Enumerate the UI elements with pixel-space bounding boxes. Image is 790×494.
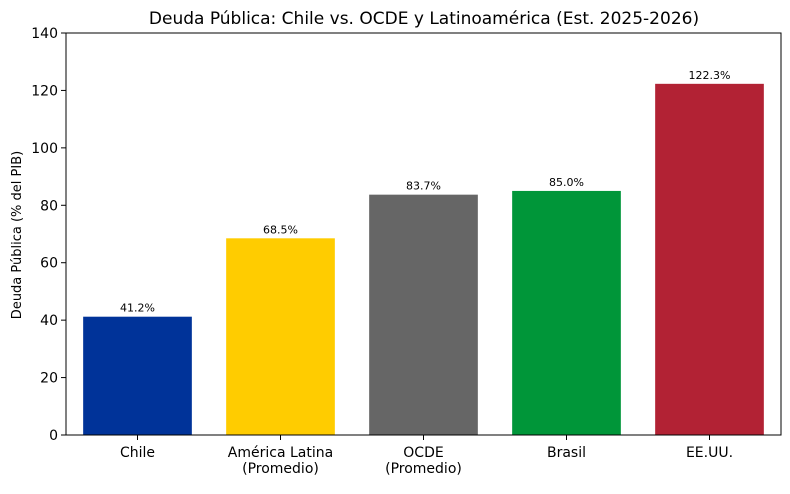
y-tick-label: 80	[40, 198, 58, 214]
bar	[655, 83, 764, 436]
y-tick-label: 20	[40, 371, 58, 387]
data-label: 83.7%	[406, 180, 441, 193]
bar	[226, 238, 335, 435]
data-label: 85.0%	[549, 176, 584, 189]
x-tick-label: Brasil	[547, 445, 586, 461]
x-tick-label: OCDE	[403, 445, 443, 461]
x-tick-label: Chile	[120, 445, 155, 461]
data-label: 41.2%	[120, 302, 155, 315]
bar	[83, 316, 192, 435]
x-tick-label: (Promedio)	[242, 461, 319, 477]
x-tick-label: (Promedio)	[385, 461, 462, 477]
y-tick-label: 140	[31, 26, 58, 42]
chart-title: Deuda Pública: Chile vs. OCDE y Latinoam…	[149, 9, 699, 29]
y-ticks-group: 0 20 40 60 80 100 120 140	[31, 26, 66, 444]
y-tick-label: 60	[40, 256, 58, 272]
y-axis-label: Deuda Pública (% del PIB)	[10, 151, 25, 319]
y-tick-label: 40	[40, 313, 58, 329]
data-label: 68.5%	[263, 223, 298, 236]
y-tick-label: 0	[49, 428, 58, 444]
bars-group: 41.2% 68.5% 83.7% 85.0% 122.3%	[83, 69, 764, 436]
x-tick-label: EE.UU.	[686, 445, 733, 461]
x-tick-label: América Latina	[228, 445, 333, 461]
data-label: 122.3%	[689, 69, 731, 82]
y-tick-label: 100	[31, 141, 58, 157]
bar	[512, 190, 621, 435]
plot-frame	[65, 32, 782, 436]
y-tick-label: 120	[31, 83, 58, 99]
bar	[369, 194, 478, 435]
x-ticks-group: Chile América Latina(Promedio)OCDE(Promed…	[120, 435, 733, 477]
